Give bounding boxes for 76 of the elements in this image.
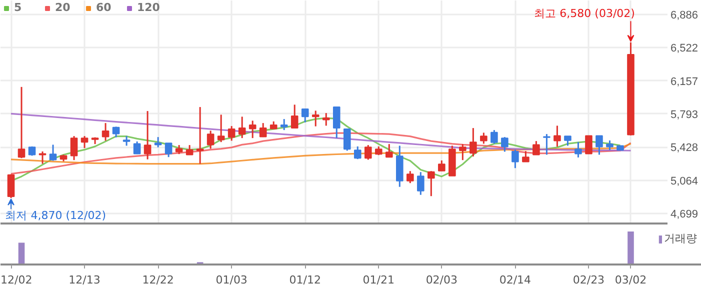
annotation: 최고 6,580 (03/02) (534, 7, 635, 20)
x-tick-label: 01/03 (216, 274, 248, 286)
candlestick (49, 144, 57, 162)
candlestick (312, 110, 320, 128)
x-tick-label: 02/23 (572, 274, 605, 286)
candlestick (459, 143, 466, 161)
candlestick (438, 160, 446, 172)
candlestick (501, 136, 508, 152)
y-tick-label: 5,793 (670, 108, 698, 121)
y-tick-label: 5,428 (670, 142, 698, 154)
y-tick-label: 4,699 (670, 208, 698, 220)
candlestick (186, 144, 194, 156)
candlestick (154, 136, 162, 148)
candlestick (385, 143, 393, 158)
candlestick (406, 170, 414, 184)
legend-label: 거래량 (664, 231, 697, 246)
candlestick (228, 125, 236, 142)
x-tick-label: 12/13 (68, 274, 100, 286)
legend-label: 5 (14, 1, 23, 14)
x-tick-label: 12/02 (0, 274, 32, 286)
legend-label: 120 (137, 1, 160, 14)
candlestick (144, 110, 152, 160)
line-series (10, 132, 632, 175)
legend-label: 60 (96, 1, 112, 14)
candlestick (606, 140, 614, 151)
x-tick-label: 03/02 (614, 274, 647, 286)
candlestick (343, 128, 351, 152)
candlestick (80, 135, 88, 149)
candlestick (122, 135, 130, 146)
y-tick-label: 6,522 (670, 42, 698, 55)
candlestick (417, 171, 424, 196)
candlestick (206, 130, 214, 150)
candlestick (290, 104, 298, 129)
candlestick (512, 148, 519, 169)
candlestick (238, 116, 246, 139)
candlestick (38, 150, 46, 165)
candlestick (112, 126, 120, 138)
y-tick-label: 6,886 (670, 10, 698, 22)
candlestick (470, 127, 477, 158)
legend-label: 20 (55, 1, 72, 14)
x-tick-label: 02/14 (499, 274, 532, 286)
candlestick (543, 133, 550, 156)
candlestick (522, 150, 530, 162)
candlestick (102, 122, 110, 142)
x-tick-label: 01/12 (289, 274, 321, 286)
annotation: 최저 4,870 (12/02) (5, 209, 106, 222)
candlestick (280, 118, 288, 131)
candlestick (248, 120, 256, 139)
x-tick-label: 02/03 (426, 274, 458, 286)
candlestick (217, 114, 225, 143)
candlestick (259, 122, 267, 138)
candlestick (480, 132, 488, 144)
candlestick (175, 144, 183, 155)
candlestick (18, 86, 26, 159)
candlestick (596, 134, 603, 156)
x-tick-label: 01/21 (362, 274, 394, 286)
candlestick (70, 135, 78, 161)
line-series (10, 142, 632, 165)
y-tick-label: 6,157 (670, 76, 698, 88)
candlestick (332, 106, 340, 139)
candlestick (364, 144, 372, 160)
candlestick (554, 124, 561, 148)
candlestick (196, 106, 204, 165)
candlestick (354, 146, 362, 160)
x-tick-label: 12/22 (142, 274, 174, 286)
candlestick (574, 141, 582, 158)
y-tick-label: 5,064 (670, 175, 698, 188)
candlestick (564, 135, 572, 146)
candlestick (301, 108, 309, 124)
candlestick (322, 112, 330, 126)
candlestick (490, 129, 498, 144)
candlestick (133, 140, 141, 155)
candlestick (532, 140, 540, 156)
candlestick (428, 170, 435, 197)
candlestick (164, 142, 172, 158)
candlestick (585, 135, 592, 154)
